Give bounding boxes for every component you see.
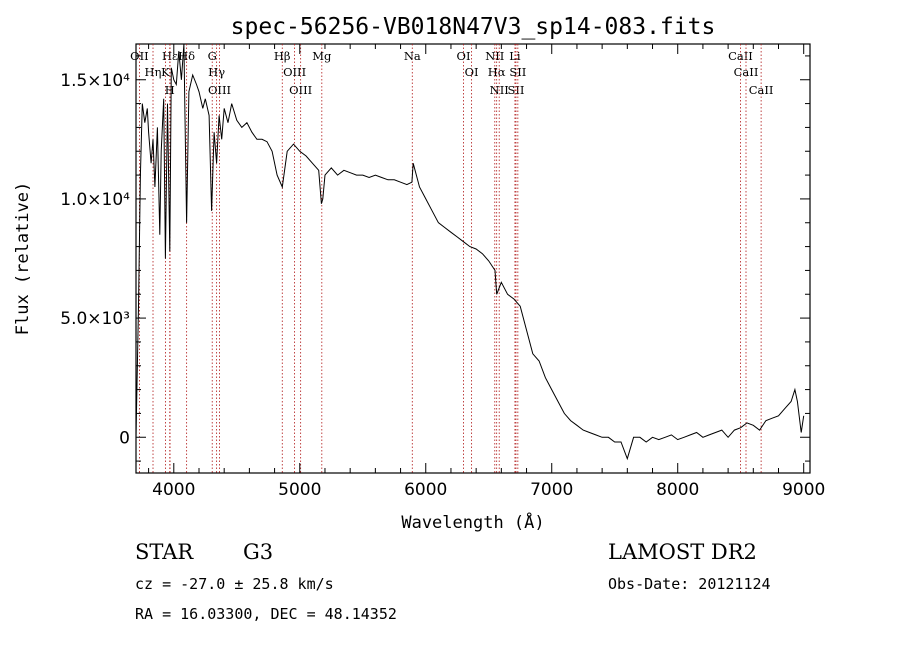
spectral-line-label: Mg <box>312 49 332 63</box>
x-tick-label: 8000 <box>656 480 699 500</box>
y-tick-label: 0 <box>119 428 130 448</box>
spectral-line-label: Hγ <box>208 65 225 79</box>
spectral-line-label: SII <box>509 65 526 79</box>
spectral-line-label: K <box>161 65 170 79</box>
y-tick-label: 1.0×10⁴ <box>60 190 130 210</box>
spectral-line-label: OI <box>465 65 479 79</box>
spectral-line-label: Hα <box>488 65 506 79</box>
redshift-text: cz = -27.0 ± 25.8 km/s <box>135 575 334 593</box>
survey-name: LAMOST DR2 <box>608 540 757 564</box>
spectral-line-label: Hη <box>145 65 162 79</box>
spectral-line-label: NII <box>490 83 509 97</box>
spectral-line-label: Li <box>509 49 521 63</box>
y-tick-label: 1.5×10⁴ <box>60 71 130 91</box>
spectral-line-label: CaII <box>734 65 759 79</box>
spectral-line-label: CaII <box>728 49 753 63</box>
spectral-line-label: NII <box>485 49 504 63</box>
spectral-line-label: Hδ <box>178 49 195 63</box>
y-tick-label: 5.0×10³ <box>60 309 130 329</box>
x-tick-label: 6000 <box>404 480 447 500</box>
object-class: STAR <box>135 540 194 564</box>
x-tick-label: 5000 <box>278 480 321 500</box>
x-tick-label: 7000 <box>530 480 573 500</box>
spectral-line-label: OIII <box>289 83 312 97</box>
x-tick-label: 9000 <box>782 480 825 500</box>
plot-frame <box>135 43 811 474</box>
subclass: G3 <box>243 540 274 564</box>
spectral-line-label: CaII <box>749 83 774 97</box>
spectrum-line <box>135 43 805 461</box>
x-axis-label: Wavelength (Å) <box>401 511 544 533</box>
spectral-line-label: OI <box>457 49 471 63</box>
y-axis-label: Flux (relative) <box>13 182 33 336</box>
obs-date: Obs-Date: 20121124 <box>608 575 771 593</box>
spectral-line-label: Na <box>404 49 421 63</box>
spectral-line-label: OIII <box>283 65 306 79</box>
chart-title: spec-56256-VB018N47V3_sp14-083.fits <box>231 14 716 40</box>
coordinates: RA = 16.03300, DEC = 48.14352 <box>135 605 397 623</box>
axis-ticks: 4000 5000 6000 7000 8000 9000 0 5.0×10³ 1.0×10⁴ 1… <box>60 44 825 500</box>
spectral-line-label: H <box>165 83 175 97</box>
spectral-line-label: Hβ <box>274 49 291 63</box>
spectral-line-label: G <box>208 49 217 63</box>
spectral-line-label: SII <box>507 83 524 97</box>
spectral-line-label: OIII <box>208 83 231 97</box>
x-tick-label: 4000 <box>152 480 195 500</box>
